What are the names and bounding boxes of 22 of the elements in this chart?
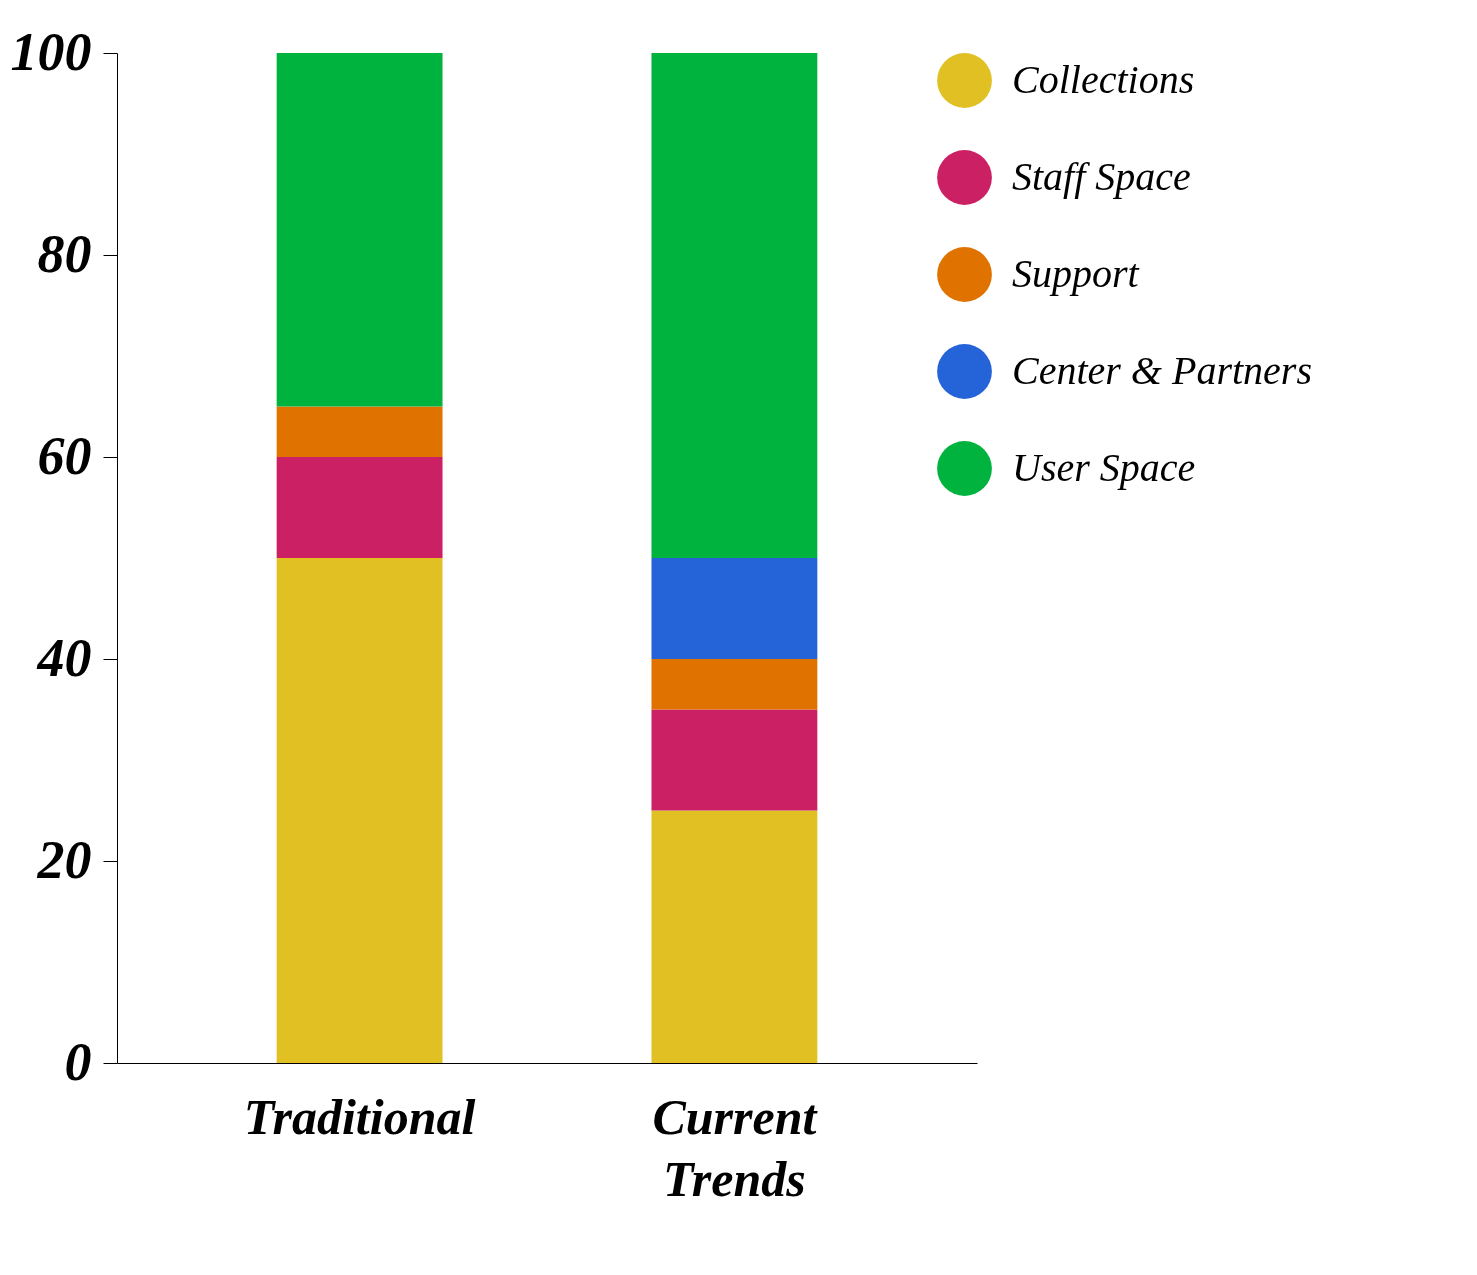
y-tick-label: 40	[36, 627, 92, 688]
y-tick-label: 80	[37, 223, 92, 284]
bar	[276, 558, 443, 1063]
x-tick-label: Current Trends	[652, 1088, 819, 1207]
bar	[651, 53, 818, 558]
bar	[651, 709, 818, 811]
legend-label: Support	[1012, 250, 1140, 296]
legend-label: Center & Partners	[1012, 347, 1312, 393]
legend-label: Collections	[1012, 56, 1195, 102]
bar	[651, 558, 818, 659]
legend-label: User Space	[1012, 444, 1196, 490]
bar	[276, 406, 443, 457]
bar	[276, 457, 443, 558]
y-tick-label: 0	[64, 1031, 92, 1092]
bar	[651, 810, 818, 1063]
x-tick-label: Traditional	[243, 1088, 476, 1145]
y-tick-label: 100	[10, 21, 92, 82]
bar	[276, 53, 443, 407]
y-tick-label: 20	[36, 829, 92, 890]
y-tick-label: 60	[37, 425, 92, 486]
bar	[651, 659, 818, 710]
legend-label: Staff Space	[1012, 153, 1191, 199]
